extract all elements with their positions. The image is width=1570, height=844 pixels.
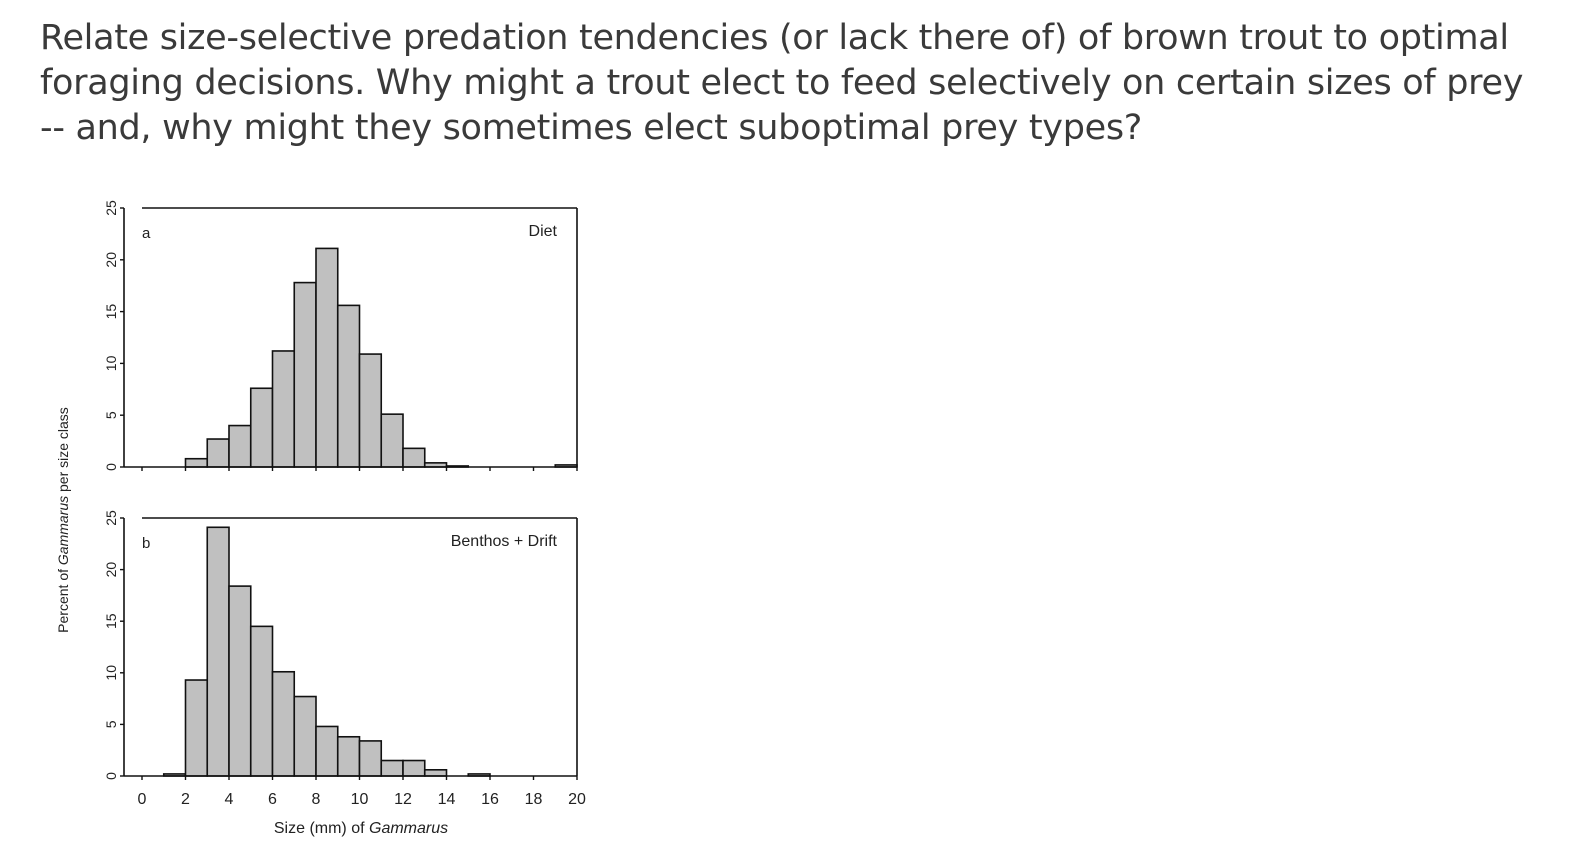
x-ticks bbox=[141, 776, 578, 780]
y-tick-label: 25 bbox=[103, 200, 119, 216]
bar-2mm bbox=[184, 679, 209, 777]
x-axis-label: Size (mm) of Gammarus bbox=[274, 820, 448, 837]
bar-9mm bbox=[336, 304, 361, 468]
y-axis-label-suffix: per size class bbox=[55, 407, 71, 496]
y-axis-label-prefix: Percent of bbox=[55, 565, 71, 633]
bar-8mm bbox=[315, 725, 339, 777]
panel-title: Diet bbox=[529, 223, 558, 240]
x-tick-label: 4 bbox=[225, 791, 234, 808]
y-tick-label: 0 bbox=[103, 772, 119, 780]
x-tick-label: 10 bbox=[351, 791, 369, 808]
panel-benthos-drift: 0 5 10 15 20 25 b Benthos + Drift 0 2 4 6 8 10 12 14 16 1… bbox=[103, 510, 586, 808]
y-axis-label: Percent of Gammarus per size class bbox=[55, 407, 71, 633]
x-axis-label-prefix: Size (mm) of bbox=[274, 820, 369, 837]
x-tick-label: 2 bbox=[181, 791, 190, 808]
y-tick-label: 15 bbox=[103, 613, 119, 629]
bar-4mm bbox=[228, 424, 252, 468]
question-text: Relate size-selective predation tendenci… bbox=[40, 18, 1524, 148]
bar-13mm bbox=[423, 769, 448, 777]
x-tick-label: 12 bbox=[394, 791, 412, 808]
panel-diet: 0 5 10 15 20 25 a Diet bbox=[103, 200, 578, 471]
x-tick-label: 14 bbox=[438, 791, 456, 808]
y-ticks: 0 5 10 15 20 25 bbox=[103, 510, 124, 780]
y-tick-label: 20 bbox=[103, 562, 119, 578]
y-tick-label: 10 bbox=[103, 355, 119, 371]
panel-letter: b bbox=[142, 535, 150, 552]
y-axis-label-italic: Gammarus bbox=[55, 496, 71, 565]
bars bbox=[184, 247, 578, 468]
x-ticks bbox=[141, 467, 578, 471]
x-tick-label: 6 bbox=[268, 791, 277, 808]
panel-title: Benthos + Drift bbox=[451, 533, 558, 550]
bar-2mm bbox=[184, 457, 209, 468]
y-tick-label: 10 bbox=[103, 665, 119, 681]
x-tick-label: 8 bbox=[312, 791, 321, 808]
x-axis-label-italic: Gammarus bbox=[369, 820, 448, 837]
bar-12mm bbox=[402, 759, 426, 777]
bar-5mm bbox=[249, 387, 274, 468]
bar-6mm bbox=[271, 350, 296, 468]
y-tick-label: 20 bbox=[103, 252, 119, 268]
x-tick-label: 16 bbox=[481, 791, 499, 808]
bar-11mm bbox=[380, 413, 404, 468]
y-tick-label: 0 bbox=[103, 463, 119, 471]
bar-7mm bbox=[293, 281, 317, 468]
bar-6mm bbox=[271, 670, 296, 777]
x-tick-label: 20 bbox=[568, 791, 586, 808]
y-tick-label: 25 bbox=[103, 510, 119, 526]
bar-12mm bbox=[402, 447, 426, 468]
bar-3mm bbox=[206, 438, 230, 468]
bar-4mm bbox=[228, 585, 252, 777]
x-tick-label: 0 bbox=[138, 791, 147, 808]
y-tick-label: 15 bbox=[103, 304, 119, 320]
bar-11mm bbox=[380, 759, 404, 777]
y-tick-label: 5 bbox=[103, 411, 119, 419]
bar-10mm bbox=[358, 740, 383, 777]
bar-5mm bbox=[249, 625, 274, 777]
bar-10mm bbox=[358, 353, 383, 468]
bar-3mm bbox=[206, 526, 230, 777]
bar-8mm bbox=[315, 247, 339, 468]
panel-letter: a bbox=[142, 225, 151, 242]
y-ticks: 0 5 10 15 20 25 bbox=[103, 200, 124, 471]
histogram-figure: 0 5 10 15 20 25 a Diet 0 5 10 15 20 25 b Benthos + Dri… bbox=[40, 185, 610, 840]
bar-7mm bbox=[293, 695, 317, 777]
bars bbox=[162, 526, 491, 777]
y-tick-label: 5 bbox=[103, 720, 119, 728]
bar-9mm bbox=[336, 735, 361, 777]
x-tick-labels: 0 2 4 6 8 10 12 14 16 18 20 bbox=[138, 791, 586, 808]
x-tick-label: 18 bbox=[525, 791, 543, 808]
